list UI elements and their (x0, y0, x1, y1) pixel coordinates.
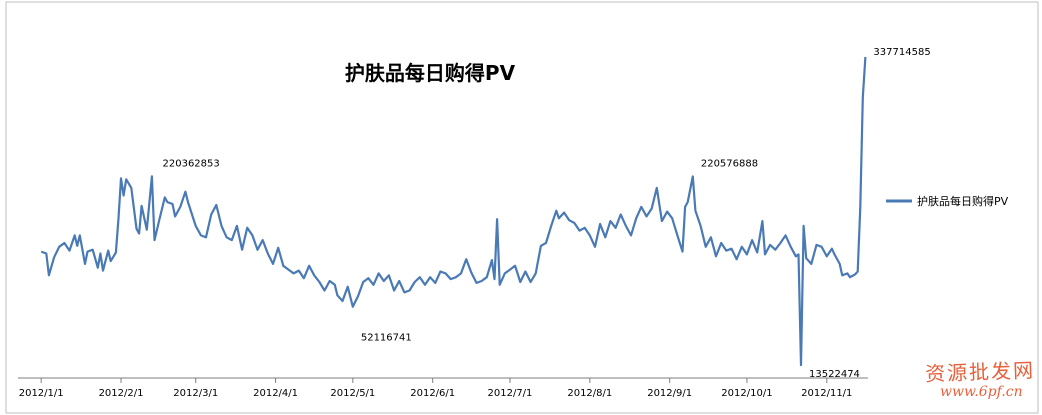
x-tick-label: 2012/10/1 (721, 388, 772, 399)
x-tick-label: 2012/9/1 (647, 388, 692, 399)
data-label: 13522474 (809, 369, 860, 380)
x-tick-label: 2012/1/1 (19, 388, 64, 399)
data-label: 337714585 (873, 47, 930, 58)
data-labels: 220362853 52116741 220576888 13522474 337714… (163, 47, 931, 380)
plot-area (40, 56, 867, 367)
watermark-url: www.6pf.cn (940, 384, 1023, 400)
legend-label: 护肤品每日购得PV (917, 194, 1009, 208)
chart-border (5, 1, 1039, 414)
x-tick-label: 2012/6/1 (410, 388, 455, 399)
x-tick-label: 2012/3/1 (173, 388, 218, 399)
chart-title: 护肤品每日购得PV (345, 61, 516, 85)
watermark-text: 资源批发网 (924, 358, 1036, 386)
series-line (40, 56, 867, 367)
x-tick-label: 2012/8/1 (567, 388, 612, 399)
legend: 护肤品每日购得PV (886, 194, 1009, 208)
data-label: 52116741 (361, 332, 412, 343)
x-tick-label: 2012/4/1 (253, 388, 298, 399)
x-axis: 2012/1/1 2012/2/1 2012/3/1 2012/4/1 2012/5/1… (18, 377, 868, 399)
x-tick-label: 2012/7/1 (488, 388, 533, 399)
x-tick-label: 2012/11/1 (801, 388, 852, 399)
data-label: 220362853 (163, 158, 220, 169)
x-tick-label: 2012/5/1 (330, 388, 375, 399)
data-label: 220576888 (701, 158, 758, 169)
x-tick-label: 2012/2/1 (99, 388, 144, 399)
